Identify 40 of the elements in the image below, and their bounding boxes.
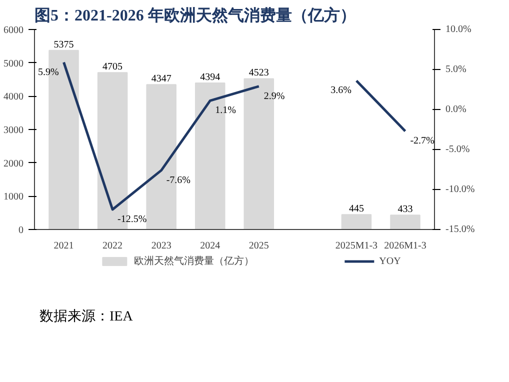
chart-title: 图5：2021-2026 年欧洲天然气消费量（亿方） — [34, 6, 356, 24]
data-label: 4523 — [248, 68, 269, 79]
data-label: 433 — [398, 204, 413, 216]
data-label: 4347 — [151, 74, 172, 85]
data-label: -12.5% — [118, 214, 147, 225]
data-label: 2.9% — [264, 90, 285, 102]
bar — [341, 214, 372, 230]
y-tick-label: 6000 — [4, 25, 24, 36]
data-label: -2.7% — [410, 136, 434, 147]
y2-tick-label: 5.0% — [446, 64, 466, 75]
y-tick-label: 0 — [18, 225, 24, 236]
x-tick-label: 2024 — [200, 240, 220, 252]
data-label: 4394 — [200, 72, 220, 84]
y-tick-label: 2000 — [4, 158, 24, 170]
data-label: 4705 — [102, 62, 123, 73]
y2-tick-label: -15.0% — [446, 224, 475, 235]
data-label: 5.9% — [38, 66, 59, 78]
y-tick-label: 4000 — [4, 92, 24, 103]
y-tick-label: 1000 — [4, 192, 24, 203]
data-label: 5375 — [54, 39, 74, 50]
y2-tick-label: 10.0% — [446, 24, 472, 35]
data-label: 445 — [348, 204, 364, 215]
legend-label: YOY — [379, 256, 401, 266]
x-tick-label: 2026M1-3 — [384, 240, 426, 252]
x-tick-label: 2021 — [54, 240, 74, 252]
data-label: 3.6% — [330, 85, 352, 96]
bar — [390, 214, 420, 230]
y-tick-label: 5000 — [4, 58, 24, 70]
x-tick-label: 2025M1-3 — [335, 240, 378, 252]
data-label: -7.6% — [166, 174, 190, 186]
x-tick-label: 2025 — [248, 240, 269, 252]
y-tick-label: 3000 — [4, 125, 24, 136]
y2-tick-label: -10.0% — [446, 184, 475, 195]
legend-label: 欧洲天然气消费量（亿方） — [134, 254, 254, 268]
x-tick-label: 2022 — [102, 240, 123, 252]
y2-tick-label: 0.0% — [446, 104, 466, 115]
source-note: 数据来源：IEA — [40, 308, 134, 324]
data-label: 1.1% — [215, 105, 236, 116]
x-tick-label: 2023 — [151, 240, 172, 252]
y2-tick-label: -5.0% — [446, 144, 470, 155]
